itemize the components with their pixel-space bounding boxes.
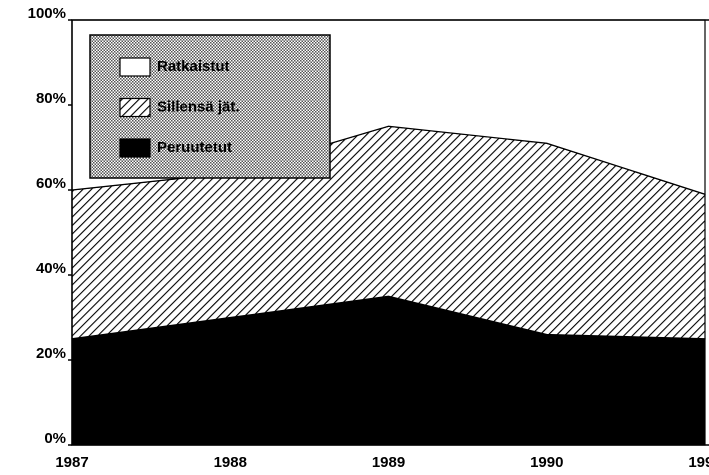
legend-swatch	[119, 57, 151, 77]
legend-label: Sillensä jät.	[157, 98, 240, 115]
y-tick-label: 80%	[36, 90, 66, 107]
legend: Ratkaistut Sillensä jät. Peruutetut	[89, 34, 331, 179]
y-tick-label: 40%	[36, 260, 66, 277]
y-tick-label: 20%	[36, 345, 66, 362]
legend-label: Ratkaistut	[157, 58, 230, 75]
x-tick-label: 1990	[530, 454, 563, 471]
plot-frame	[71, 19, 709, 446]
legend-swatch	[119, 138, 151, 158]
x-tick-label: 1989	[372, 454, 405, 471]
legend-swatch	[119, 97, 151, 118]
legend-label: Peruutetut	[157, 139, 232, 156]
x-tick-label: 1987	[55, 454, 88, 471]
x-tick-label: 1991	[688, 454, 709, 471]
y-tick-label: 100%	[28, 5, 66, 22]
x-tick-label: 1988	[214, 454, 247, 471]
y-tick-label: 60%	[36, 175, 66, 192]
y-tick-label: 0%	[44, 430, 66, 447]
